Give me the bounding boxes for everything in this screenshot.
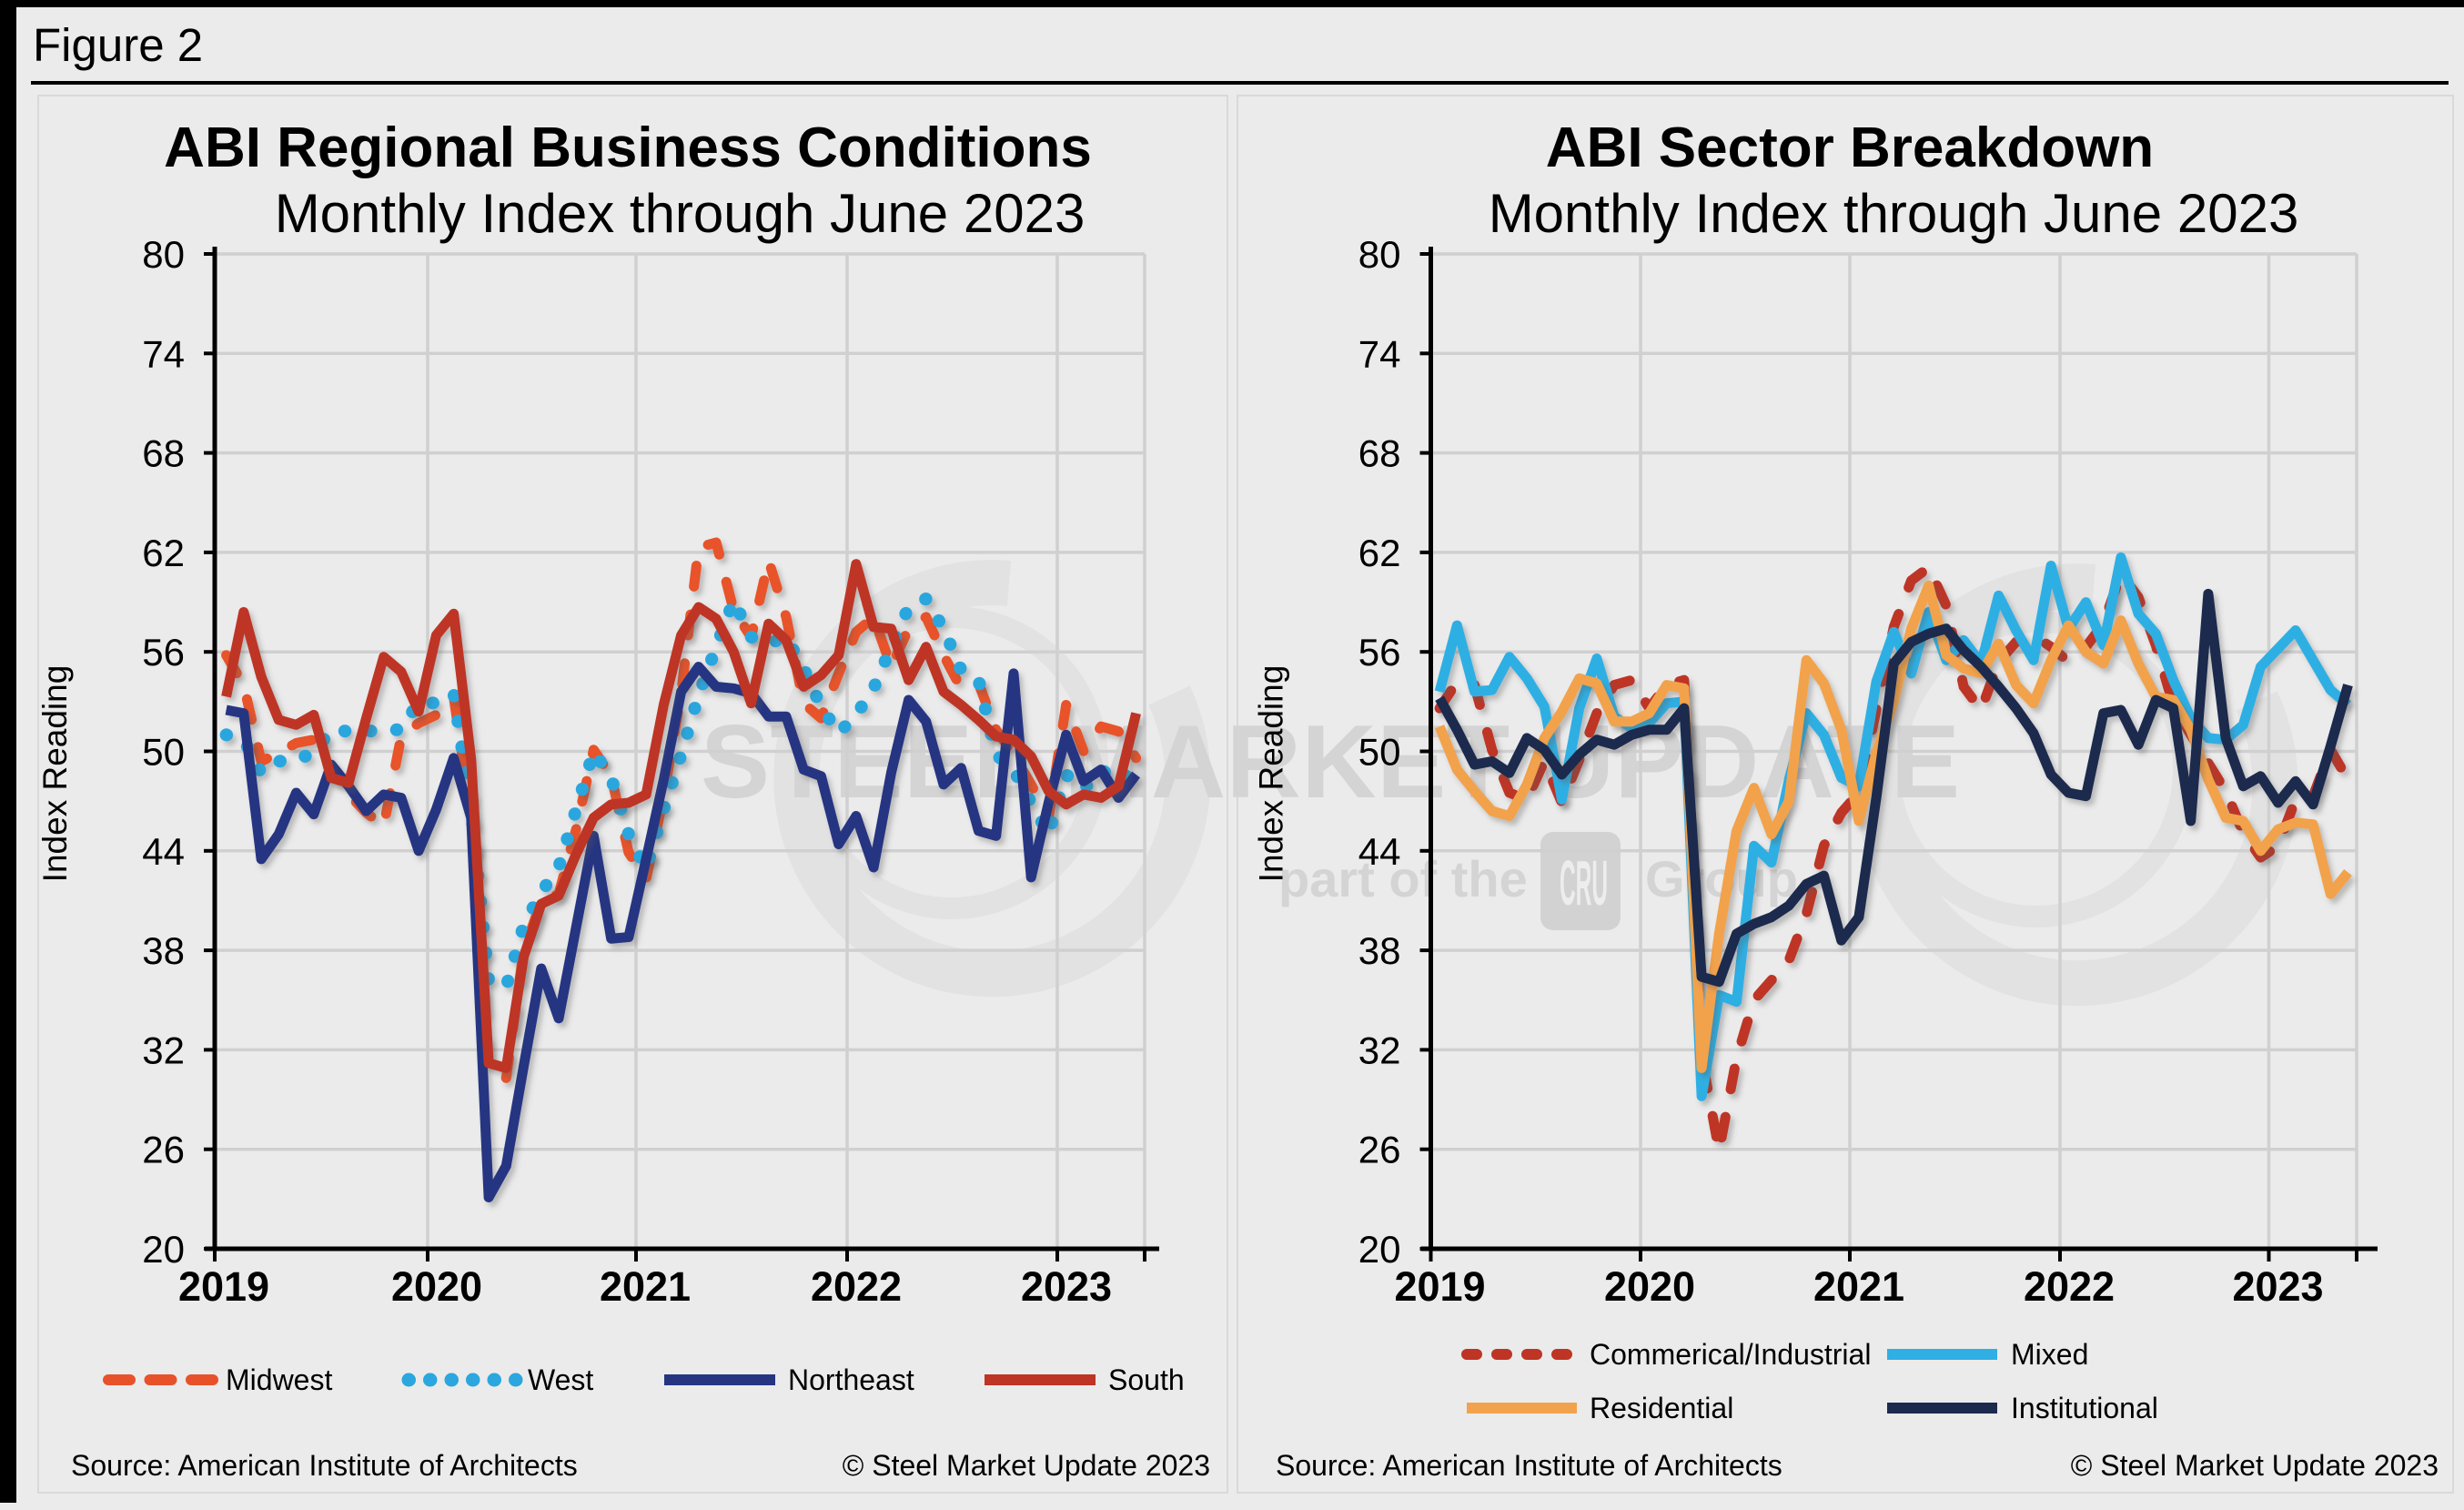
- svg-text:Index Reading: Index Reading: [36, 665, 74, 883]
- svg-text:Source: American Institute of: Source: American Institute of Architects: [1276, 1449, 1782, 1482]
- svg-text:56: 56: [142, 631, 185, 674]
- svg-text:Residential: Residential: [1590, 1392, 1733, 1424]
- svg-text:2021: 2021: [1813, 1263, 1904, 1310]
- svg-text:West: West: [528, 1363, 593, 1396]
- svg-text:26: 26: [142, 1129, 185, 1171]
- svg-text:68: 68: [1358, 432, 1401, 475]
- svg-text:38: 38: [142, 929, 185, 972]
- svg-text:2021: 2021: [600, 1263, 691, 1310]
- svg-text:Northeast: Northeast: [788, 1363, 914, 1396]
- svg-text:ABI Sector Breakdown: ABI Sector Breakdown: [1546, 117, 2154, 179]
- svg-text:2019: 2019: [1394, 1263, 1485, 1310]
- svg-text:Commerical/Industrial: Commerical/Industrial: [1590, 1338, 1871, 1371]
- svg-text:Institutional: Institutional: [2011, 1392, 2158, 1424]
- svg-text:CRU: CRU: [1560, 847, 1608, 918]
- svg-text:South: South: [1108, 1363, 1185, 1396]
- svg-text:80: 80: [1358, 233, 1401, 276]
- svg-text:Monthly Index through June 202: Monthly Index through June 2023: [275, 183, 1086, 244]
- svg-text:2023: 2023: [1021, 1263, 1112, 1310]
- svg-text:Monthly Index through June 202: Monthly Index through June 2023: [1489, 183, 2299, 244]
- svg-text:26: 26: [1358, 1129, 1401, 1171]
- svg-text:32: 32: [142, 1029, 185, 1071]
- svg-text:2019: 2019: [178, 1263, 269, 1310]
- svg-text:80: 80: [142, 233, 185, 276]
- svg-text:74: 74: [1358, 332, 1401, 375]
- svg-text:Figure 2: Figure 2: [33, 19, 203, 71]
- svg-text:2022: 2022: [811, 1263, 902, 1310]
- svg-text:62: 62: [142, 532, 185, 574]
- svg-text:56: 56: [1358, 631, 1401, 674]
- svg-text:20: 20: [1358, 1228, 1401, 1271]
- svg-text:2022: 2022: [2024, 1263, 2115, 1310]
- svg-text:2020: 2020: [391, 1263, 482, 1310]
- svg-text:44: 44: [142, 830, 185, 873]
- svg-text:© Steel Market Update 2023: © Steel Market Update 2023: [843, 1449, 1210, 1482]
- svg-text:38: 38: [1358, 929, 1401, 972]
- svg-text:Mixed: Mixed: [2011, 1338, 2088, 1371]
- svg-text:50: 50: [1358, 731, 1401, 774]
- svg-text:20: 20: [142, 1228, 185, 1271]
- svg-text:Source: American Institute of: Source: American Institute of Architects: [71, 1449, 578, 1482]
- svg-text:74: 74: [142, 332, 185, 375]
- svg-text:44: 44: [1358, 830, 1401, 873]
- svg-text:62: 62: [1358, 532, 1401, 574]
- svg-text:32: 32: [1358, 1029, 1401, 1071]
- svg-text:68: 68: [142, 432, 185, 475]
- svg-text:Midwest: Midwest: [226, 1363, 332, 1396]
- svg-text:© Steel Market Update 2023: © Steel Market Update 2023: [2071, 1449, 2439, 1482]
- svg-text:2023: 2023: [2232, 1263, 2323, 1310]
- svg-text:50: 50: [142, 731, 185, 774]
- svg-text:part of the: part of the: [1278, 850, 1528, 907]
- svg-text:2020: 2020: [1604, 1263, 1695, 1310]
- svg-text:Index Reading: Index Reading: [1253, 665, 1290, 883]
- svg-text:ABI Regional Business Conditio: ABI Regional Business Conditions: [164, 117, 1092, 179]
